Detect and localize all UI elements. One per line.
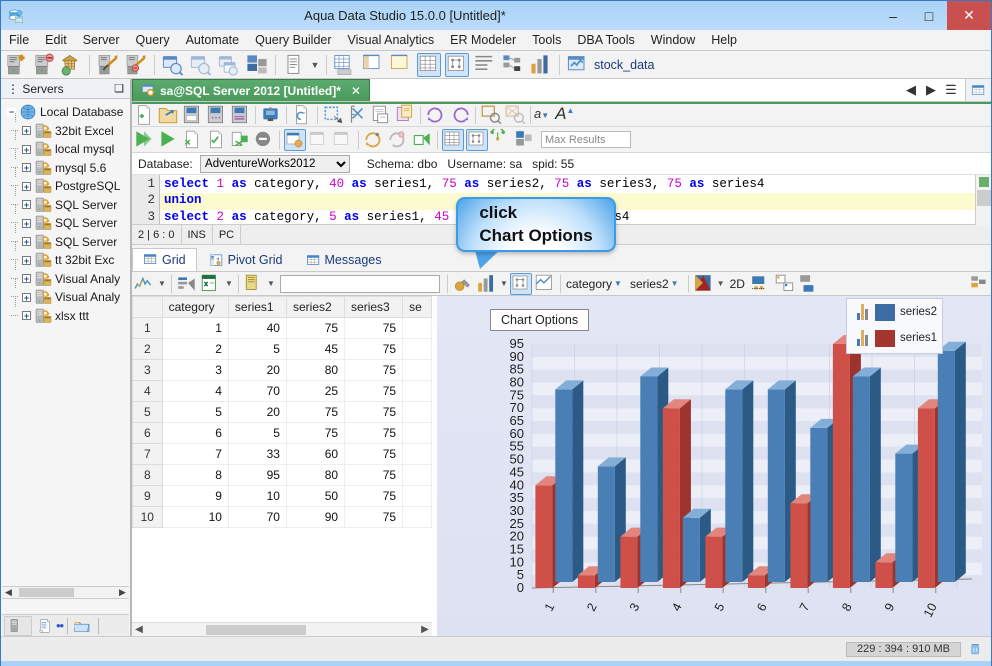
svg-text:75: 75 <box>510 387 524 402</box>
svg-text:65: 65 <box>510 413 524 428</box>
svg-text:30: 30 <box>510 503 524 518</box>
svg-text:85: 85 <box>510 362 524 377</box>
svg-text:60: 60 <box>510 426 524 441</box>
svg-text:45: 45 <box>510 464 524 479</box>
svg-text:95: 95 <box>510 336 524 351</box>
svg-text:35: 35 <box>510 490 524 505</box>
svg-text:50: 50 <box>510 452 524 467</box>
svg-text:20: 20 <box>510 529 524 544</box>
svg-text:70: 70 <box>510 400 524 415</box>
svg-text:0: 0 <box>517 580 524 595</box>
svg-text:5: 5 <box>517 567 524 582</box>
svg-text:80: 80 <box>510 375 524 390</box>
svg-text:90: 90 <box>510 349 524 364</box>
svg-text:15: 15 <box>510 542 524 557</box>
svg-text:10: 10 <box>510 554 524 569</box>
svg-text:25: 25 <box>510 516 524 531</box>
svg-text:40: 40 <box>510 477 524 492</box>
svg-text:55: 55 <box>510 439 524 454</box>
